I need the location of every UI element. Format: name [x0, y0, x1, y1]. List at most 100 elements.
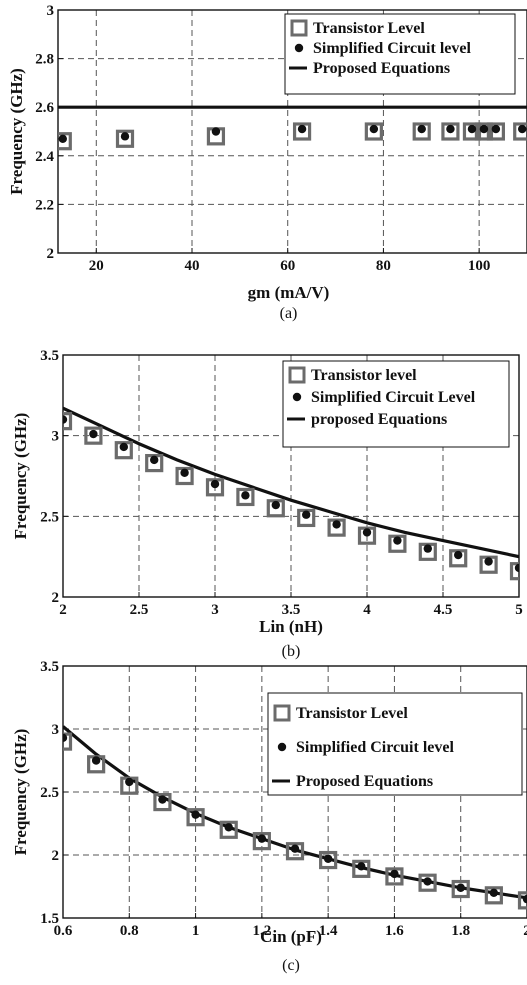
- y-tick-label: 3: [47, 3, 55, 19]
- y-tick-label: 3.5: [40, 659, 59, 675]
- chart-panel-1: 20 40 60 80 100 2 2.2 2.4 2.6 2.8 3 gm (mA/V) Freque…: [7, 3, 527, 322]
- marker-dot: [298, 125, 306, 133]
- marker-dot: [357, 862, 365, 870]
- marker-dot: [241, 491, 249, 499]
- x-tick-label: 3: [211, 602, 219, 618]
- marker-dot: [59, 135, 67, 143]
- y-tick-label: 2: [47, 246, 55, 262]
- legend-label: Simplified Circuit Level: [311, 389, 476, 406]
- marker-dot: [211, 480, 219, 488]
- marker-dot: [120, 443, 128, 451]
- x-tick-label: 20: [89, 258, 104, 274]
- plot-area: [55, 107, 527, 149]
- marker-dot: [515, 564, 523, 572]
- y-axis-label: Frequency (GHz): [11, 413, 30, 540]
- x-tick-label: 2.5: [130, 602, 149, 618]
- panel-caption: (c): [282, 957, 300, 974]
- marker-dot: [490, 889, 498, 897]
- legend-label: Proposed Equations: [296, 773, 433, 790]
- x-tick-label: 2: [59, 602, 67, 618]
- marker-dot: [457, 884, 465, 892]
- legend: Transistor level Simplified Circuit Level…: [283, 361, 509, 447]
- marker-dot: [424, 544, 432, 552]
- marker-dot: [390, 870, 398, 878]
- marker-dot: [191, 810, 199, 818]
- legend-label: Transistor level: [311, 367, 417, 384]
- legend-label: Simplified Circuit level: [313, 40, 471, 57]
- y-tick-label: 2.6: [35, 100, 54, 116]
- marker-dot: [258, 834, 266, 842]
- marker-dot: [92, 756, 100, 764]
- marker-dot: [370, 125, 378, 133]
- marker-dot: [484, 557, 492, 565]
- marker-dot: [324, 855, 332, 863]
- marker-dot: [446, 125, 454, 133]
- x-tick-label: 60: [280, 258, 295, 274]
- marker-dot: [180, 469, 188, 477]
- marker-dot: [150, 456, 158, 464]
- legend-label: Proposed Equations: [313, 60, 450, 77]
- y-tick-label: 2.2: [35, 197, 54, 213]
- legend-marker-dot: [278, 743, 286, 751]
- panel-caption: (b): [282, 643, 301, 660]
- x-axis-label: Lin (nH): [259, 617, 323, 636]
- y-tick-label: 2.4: [35, 149, 54, 165]
- x-tick-label: 1.6: [385, 923, 404, 939]
- x-axis-label: Cin (pF): [260, 927, 322, 946]
- marker-dot: [89, 430, 97, 438]
- y-tick-label: 2.5: [40, 509, 59, 525]
- y-tick-label: 2: [52, 848, 60, 864]
- marker-dot: [158, 795, 166, 803]
- marker-dot: [423, 877, 431, 885]
- marker-dot: [418, 125, 426, 133]
- marker-dot: [492, 125, 500, 133]
- y-axis-label: Frequency (GHz): [11, 729, 30, 856]
- legend-marker-dot: [293, 393, 301, 401]
- legend-label: proposed Equations: [311, 411, 447, 428]
- marker-dot: [468, 125, 476, 133]
- legend-label: Simplified Circuit level: [296, 739, 454, 756]
- x-tick-label: 80: [376, 258, 391, 274]
- legend: Transistor Level Simplified Circuit level…: [268, 693, 522, 795]
- legend-label: Transistor Level: [313, 20, 425, 37]
- marker-dot: [480, 125, 488, 133]
- x-tick-label: 4.5: [434, 602, 453, 618]
- y-tick-label: 3: [52, 722, 60, 738]
- x-axis-label: gm (mA/V): [248, 283, 330, 302]
- x-tick-label: 0.8: [120, 923, 139, 939]
- marker-dot: [393, 536, 401, 544]
- y-tick-label: 2.8: [35, 52, 54, 68]
- marker-dot: [518, 125, 526, 133]
- marker-dot: [125, 778, 133, 786]
- marker-dot: [59, 734, 67, 742]
- y-tick-label: 3: [52, 429, 60, 445]
- marker-dot: [291, 845, 299, 853]
- legend-label: Transistor Level: [296, 705, 408, 722]
- marker-dot: [332, 520, 340, 528]
- marker-dot: [59, 415, 67, 423]
- x-tick-label: 4: [363, 602, 371, 618]
- y-tick-label: 2: [52, 590, 60, 606]
- y-tick-label: 2.5: [40, 785, 59, 801]
- marker-dot: [121, 132, 129, 140]
- legend: Transistor Level Simplified Circuit level…: [285, 14, 515, 94]
- x-tick-label: 2: [523, 923, 527, 939]
- y-tick-label: 1.5: [40, 911, 59, 927]
- marker-dot: [454, 551, 462, 559]
- marker-dot: [225, 823, 233, 831]
- y-axis-label: Frequency (GHz): [7, 68, 26, 195]
- marker-dot: [212, 127, 220, 135]
- x-tick-label: 1: [192, 923, 200, 939]
- panel-caption: (a): [280, 305, 298, 322]
- x-tick-label: 100: [468, 258, 491, 274]
- x-tick-label: 40: [185, 258, 200, 274]
- x-tick-label: 3.5: [282, 602, 301, 618]
- marker-dot: [363, 528, 371, 536]
- x-tick-label: 5: [515, 602, 523, 618]
- x-tick-label: 1.8: [451, 923, 470, 939]
- y-tick-label: 3.5: [40, 348, 59, 364]
